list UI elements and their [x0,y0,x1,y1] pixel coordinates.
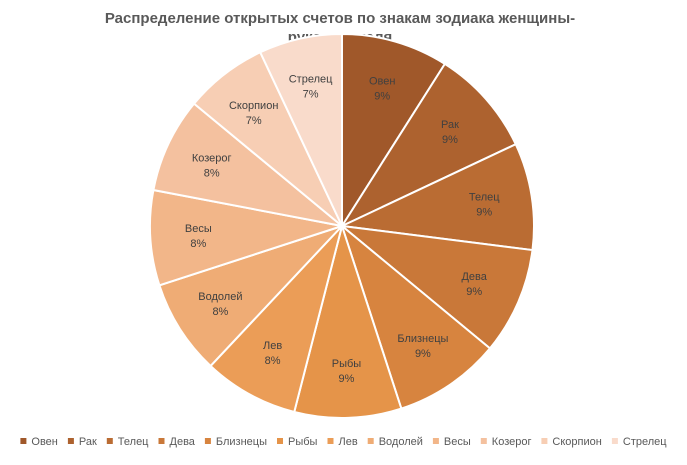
legend-item-6: Лев [327,436,358,448]
legend-label-1: Рак [79,436,97,448]
slice-value-5: 9% [339,373,355,385]
pie-slice-6 [209,225,343,414]
legend-swatch-1 [67,438,74,444]
pie-slice-9 [152,102,343,227]
pie-slice-5 [293,222,403,419]
legend-label-10: Скорпион [552,436,601,448]
slice-label-4: Близнецы [397,333,448,345]
legend-label-3: Дева [170,436,196,448]
legend-label-8: Весы [444,436,471,448]
legend-item-10: Скорпион [541,436,602,448]
legend-swatch-7 [367,438,374,444]
slice-label-8: Весы [185,223,212,235]
slice-label-1: Рак [441,119,459,131]
pie-slice-2 [338,142,535,252]
slice-value-1: 9% [442,134,458,146]
slice-label-0: Овен [369,76,395,88]
slice-value-4: 9% [415,348,431,360]
legend-label-7: Водолей [379,436,423,448]
legend-item-11: Стрелец [611,436,667,448]
legend-swatch-6 [327,438,334,444]
legend-label-9: Козерог [492,436,532,448]
legend-item-7: Водолей [367,436,423,448]
legend-item-1: Рак [67,436,97,448]
slice-value-0: 9% [374,91,390,103]
slice-value-3: 9% [466,286,482,298]
pie-slice-8 [149,188,343,287]
legend-swatch-11 [611,438,618,444]
legend-item-4: Близнецы [204,436,267,448]
legend-item-0: Овен [20,436,58,448]
slice-labels: Овен 9% Рак 9% Телец 9% Дева 9% Близнецы 9% Рыбы 9%… [185,74,500,385]
slice-value-6: 8% [265,355,281,367]
slice-label-7: Водолей [198,291,242,303]
slice-value-10: 7% [246,115,262,127]
pie-slice-4 [339,223,492,410]
slice-label-6: Лев [263,340,282,352]
slice-label-11: Стрелец [289,74,333,86]
legend-swatch-5 [277,438,283,444]
pie-slice-7 [158,225,343,368]
legend-label-4: Близнецы [216,436,267,448]
slice-label-3: Дева [461,271,487,283]
chart-title-line-1: Распределение открытых счетов по знакам … [105,10,575,27]
legend-item-3: Дева [158,436,196,448]
slice-value-9: 8% [204,168,220,180]
legend-swatch-10 [541,438,548,444]
legend-label-5: Рыбы [288,436,318,448]
legend-label-2: Телец [118,436,149,448]
legend-swatch-3 [158,438,165,444]
legend-label-6: Лев [339,436,358,448]
slice-value-11: 7% [303,89,319,101]
legend-label-11: Стрелец [623,436,667,448]
legend-label-0: Овен [31,436,57,448]
pie-slice-3 [338,224,534,350]
legend-item-9: Козерог [480,436,532,448]
legend-swatch-4 [204,438,211,444]
slice-label-5: Рыбы [332,358,362,370]
legend-swatch-8 [432,438,439,444]
slice-value-2: 9% [476,207,492,219]
slice-value-7: 8% [212,306,228,318]
slice-label-2: Телец [469,192,500,204]
legend-item-5: Рыбы [277,436,318,448]
slice-label-9: Козерог [192,153,232,165]
pie-slice-11 [258,32,343,227]
legend-item-2: Телец [106,436,149,448]
legend-item-8: Весы [432,436,471,448]
legend-swatch-0 [20,438,27,444]
pie-slice-1 [339,62,518,229]
legend: Овен Рак Телец Дева Близнецы Рыбы Лев Водолей Ве… [20,436,667,448]
legend-swatch-2 [106,438,113,444]
slice-label-10: Скорпион [229,100,278,112]
pie-slice-0 [341,32,447,230]
slice-value-8: 8% [190,238,206,250]
pie-slices [149,32,535,419]
legend-swatch-9 [480,438,487,444]
